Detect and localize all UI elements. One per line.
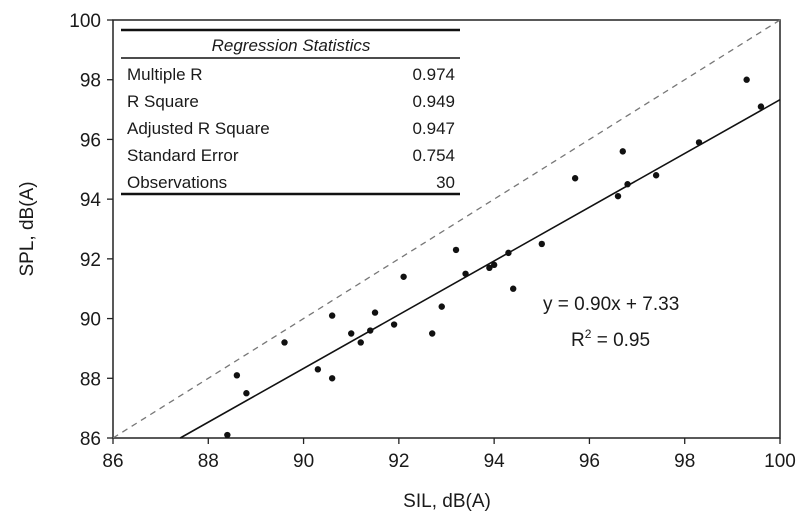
regression-equation: y = 0.90x + 7.33 <box>543 294 679 315</box>
x-axis-title: SIL, dB(A) <box>403 491 491 512</box>
stats-row-value: 0.947 <box>412 119 455 138</box>
y-tick-label: 98 <box>80 71 101 92</box>
data-point <box>367 327 374 334</box>
x-tick-label: 98 <box>674 451 695 472</box>
x-axis-ticks: 86 88 90 92 94 96 98 100 <box>102 438 796 472</box>
stats-row-value: 0.974 <box>412 65 455 84</box>
data-point <box>224 431 231 439</box>
data-point <box>571 175 579 182</box>
data-point <box>624 181 631 188</box>
data-point <box>328 312 336 319</box>
x-tick-label: 100 <box>764 451 796 472</box>
stats-row-value: 0.949 <box>412 92 455 111</box>
data-point <box>233 372 241 379</box>
data-point <box>695 139 703 146</box>
regression-trendline <box>179 99 781 439</box>
stats-row-value: 0.754 <box>412 146 455 165</box>
r-squared-annotation: R2 = 0.95 <box>571 327 650 351</box>
stats-rows: Multiple R 0.974 R Square 0.949 Adjusted R S… <box>127 65 455 192</box>
x-tick-label: 86 <box>102 451 123 472</box>
stats-row-label: Standard Error <box>127 146 239 165</box>
y-tick-label: 92 <box>80 250 101 271</box>
r-squared-prefix: R <box>571 330 585 351</box>
y-tick-label: 94 <box>80 190 102 211</box>
data-point <box>429 330 436 337</box>
plot-area-frame <box>112 19 781 439</box>
y-axis-title: SPL, dB(A) <box>17 181 38 276</box>
y-tick-label: 96 <box>80 130 101 151</box>
data-point <box>490 261 498 269</box>
x-tick-label: 88 <box>198 451 219 472</box>
y-tick-label: 86 <box>80 429 101 450</box>
data-point <box>614 192 622 200</box>
r-squared-value: = 0.95 <box>591 330 650 351</box>
y-axis-ticks: 86 88 90 92 94 96 98 100 <box>69 11 113 450</box>
y-tick-label: 100 <box>69 11 101 32</box>
data-point <box>757 103 765 110</box>
x-tick-label: 90 <box>293 451 314 472</box>
stats-title: Regression Statistics <box>212 36 371 55</box>
x-tick-label: 94 <box>484 451 506 472</box>
data-point <box>281 339 288 346</box>
data-point <box>462 270 469 277</box>
data-point <box>743 76 750 83</box>
data-point <box>619 148 626 155</box>
data-point <box>371 309 379 316</box>
regression-stats-table: Regression Statistics Multiple R 0.974 R S… <box>121 28 460 196</box>
data-point <box>357 339 364 346</box>
data-point <box>652 172 660 179</box>
data-point <box>390 321 398 328</box>
data-point <box>328 375 336 382</box>
stats-row-value: 30 <box>436 173 455 192</box>
y-tick-label: 88 <box>80 369 101 390</box>
stats-row-label: Observations <box>127 173 227 192</box>
data-point <box>438 303 445 310</box>
data-point <box>314 366 322 373</box>
stats-row-label: R Square <box>127 92 199 111</box>
r-squared-superscript: 2 <box>585 327 592 341</box>
data-point <box>538 240 545 248</box>
data-points-layer <box>224 76 765 439</box>
y-tick-label: 90 <box>80 310 101 331</box>
data-point <box>510 285 517 292</box>
data-point <box>486 264 493 272</box>
trendline-layer <box>179 99 781 439</box>
data-point <box>505 249 512 257</box>
data-point <box>452 246 460 254</box>
stats-row-label: Multiple R <box>127 65 203 84</box>
data-point <box>243 390 250 397</box>
data-point <box>348 330 355 337</box>
x-tick-label: 92 <box>388 451 409 472</box>
stats-row-label: Adjusted R Square <box>127 119 270 138</box>
x-tick-label: 96 <box>579 451 600 472</box>
data-point <box>400 273 407 280</box>
